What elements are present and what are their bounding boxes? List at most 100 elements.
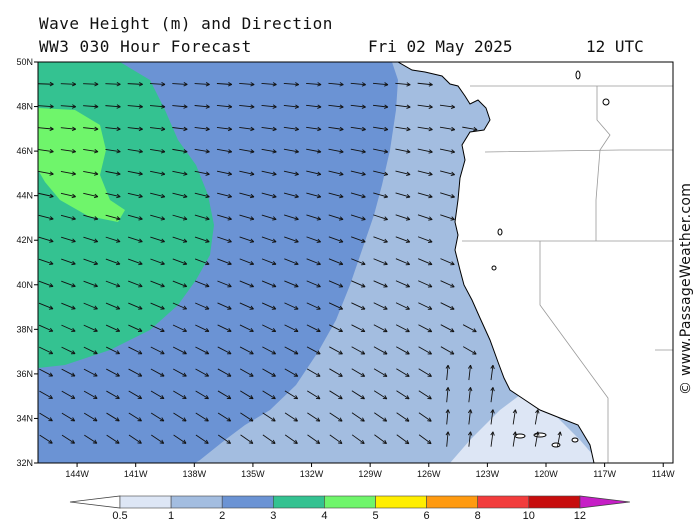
wave-arrow (217, 412, 232, 422)
lat-tick-label: 46N (16, 146, 33, 156)
wave-arrow (61, 368, 76, 377)
colorbar-segment (221, 495, 274, 509)
wave-arrow (512, 409, 518, 425)
wave-arrow (418, 324, 433, 333)
lat-tick-label: 44N (16, 191, 33, 201)
wave-arrow (128, 258, 143, 266)
wave-arrow (216, 82, 233, 87)
wave-arrow (39, 390, 53, 399)
colorbar-label: 3 (270, 510, 276, 522)
wave-arrow (217, 346, 232, 355)
lon-tick-label: 114W (652, 469, 675, 479)
wave-arrow (194, 126, 210, 132)
wave-arrow (105, 280, 121, 288)
wave-arrow (83, 81, 99, 87)
wave-arrow (262, 324, 277, 333)
wave-arrow (395, 258, 411, 266)
wave-arrow (172, 302, 188, 310)
wave-arrow (284, 214, 299, 221)
wave-arrow (195, 368, 210, 377)
wave-arrow (396, 434, 410, 445)
wave-arrow (396, 412, 410, 422)
wave-arrow (373, 302, 388, 310)
wave-arrow (83, 214, 99, 221)
wave-arrow (61, 258, 76, 266)
wave-arrow (283, 126, 299, 132)
wave-arrow (239, 126, 255, 132)
wave-arrow (83, 368, 98, 377)
wave-arrow (217, 368, 232, 377)
wave-arrow (395, 214, 411, 221)
wave-arrow (83, 236, 99, 243)
wave-arrow (38, 324, 54, 332)
wave-arrow (83, 104, 99, 109)
lat-tick-label: 42N (16, 235, 33, 245)
wave-arrow (195, 390, 209, 400)
wave-arrow (60, 170, 76, 176)
wave-arrow (374, 434, 387, 445)
wave-arrow (106, 412, 120, 422)
wave-arrow (490, 431, 495, 447)
wave-arrow (105, 170, 121, 176)
wave-arrow (38, 126, 54, 132)
wave-arrow (240, 434, 254, 444)
wave-arrow (440, 302, 455, 310)
wave-arrow (38, 171, 54, 176)
wave-arrow (417, 236, 433, 243)
wave-arrow (306, 82, 322, 87)
wave-arrow (261, 302, 277, 310)
map-area (38, 62, 673, 463)
wave-arrow (150, 302, 165, 310)
colorbar-segment (272, 495, 325, 509)
wave-arrow (306, 148, 322, 154)
wave-arrow (38, 214, 54, 221)
wave-arrow (61, 390, 76, 399)
wave-arrow (105, 214, 121, 221)
wave-arrow (306, 192, 322, 199)
forecast-subtitle: WW3 030 Hour Forecast (39, 37, 252, 56)
wave-arrow (150, 192, 166, 199)
wave-arrow (173, 368, 187, 377)
wave-arrow (105, 81, 121, 87)
wave-arrow (350, 192, 366, 199)
wave-arrow (150, 412, 165, 422)
wave-arrow (284, 390, 299, 400)
lon-tick-label: 141W (124, 469, 148, 479)
wave-arrow (150, 280, 165, 288)
wave-arrow (261, 170, 277, 176)
wave-arrow (261, 126, 277, 132)
wave-arrow (284, 302, 299, 310)
wave-arrow (307, 434, 321, 444)
wave-arrow (329, 434, 343, 445)
wave-arrow (440, 214, 455, 221)
wave-arrow (106, 368, 120, 377)
wave-arrow (418, 346, 433, 355)
wave-arrow (395, 236, 411, 243)
wave-arrow (306, 280, 321, 288)
wave-arrow (38, 192, 54, 199)
wave-arrow (440, 170, 455, 176)
wave-arrow (39, 412, 53, 422)
wave-arrow (216, 148, 233, 154)
wave-arrow (61, 280, 76, 288)
colorbar-label: 2 (219, 510, 225, 522)
wave-arrow (395, 324, 410, 333)
wave-arrow (127, 170, 143, 176)
wave-arrow (395, 192, 411, 199)
wave-arrow (328, 280, 344, 288)
wave-arrow (194, 192, 210, 199)
wave-arrow (418, 412, 432, 422)
wave-arrow (239, 302, 254, 310)
wave-arrow (127, 236, 143, 243)
wave-arrow (306, 104, 322, 109)
wave-arrow (306, 390, 321, 400)
wave-arrow (194, 280, 210, 288)
wave-arrow (284, 412, 298, 422)
wave-arrow (172, 170, 188, 176)
wave-arrow (127, 104, 143, 109)
wave-arrow (373, 126, 389, 132)
colorbar-label: 5 (372, 510, 378, 522)
wave-arrow (373, 148, 389, 154)
wave-arrow (83, 390, 98, 399)
